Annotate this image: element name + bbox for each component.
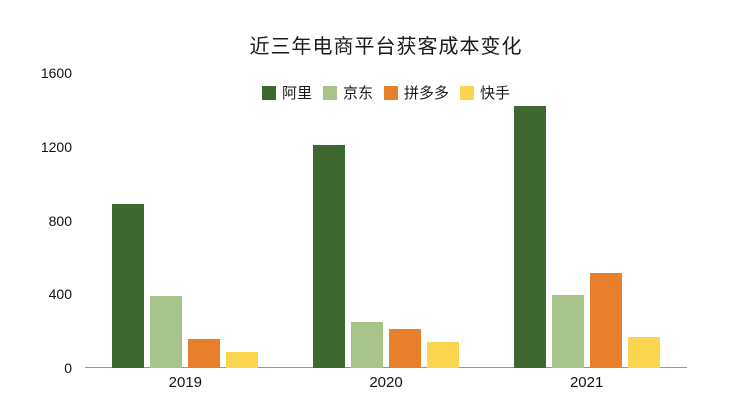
legend-item: 拼多多 <box>384 82 449 103</box>
y-axis-tick-label: 800 <box>48 212 72 229</box>
legend-label: 快手 <box>480 85 511 102</box>
legend-item: 快手 <box>460 82 510 103</box>
legend-swatch-icon <box>384 85 398 100</box>
x-axis-category-label: 2019 <box>168 374 203 391</box>
bar-京东-2020 <box>351 321 383 368</box>
legend-swatch-icon <box>460 85 475 100</box>
bar-京东-2019 <box>150 296 183 368</box>
bar-拼多多-2020 <box>389 329 421 368</box>
y-axis-tick-label: 1200 <box>40 138 72 155</box>
legend-item: 京东 <box>322 82 373 103</box>
legend-label: 拼多多 <box>404 85 450 102</box>
y-axis-tick-label: 0 <box>64 360 72 376</box>
x-axis-category-label: 2020 <box>369 374 403 391</box>
bar-快手-2020 <box>427 342 459 368</box>
bar-阿里-2019 <box>112 203 145 368</box>
bar-快手-2021 <box>627 336 660 368</box>
bar-拼多多-2019 <box>188 338 221 368</box>
legend-swatch-icon <box>261 85 276 100</box>
x-axis-line <box>85 367 687 368</box>
bar-阿里-2021 <box>513 106 546 368</box>
x-axis-category-label: 2021 <box>569 374 604 391</box>
bar-group <box>112 73 259 368</box>
legend-label: 京东 <box>342 85 373 102</box>
legend-swatch-icon <box>322 85 337 100</box>
bar-京东-2021 <box>551 295 584 368</box>
bar-group <box>313 73 459 368</box>
chart-title: 近三年电商平台获客成本变化 <box>249 36 523 58</box>
bar-阿里-2020 <box>313 144 345 368</box>
plot-area <box>85 73 687 368</box>
legend-label: 阿里 <box>281 85 312 102</box>
bar-group <box>513 73 660 368</box>
y-axis-tick-label: 1600 <box>40 65 72 81</box>
bar-快手-2019 <box>226 352 259 368</box>
legend: 阿里 京东 拼多多 快手 <box>85 82 687 103</box>
bar-拼多多-2021 <box>589 273 622 368</box>
y-axis-tick-label: 400 <box>48 286 72 303</box>
legend-item: 阿里 <box>261 82 312 103</box>
